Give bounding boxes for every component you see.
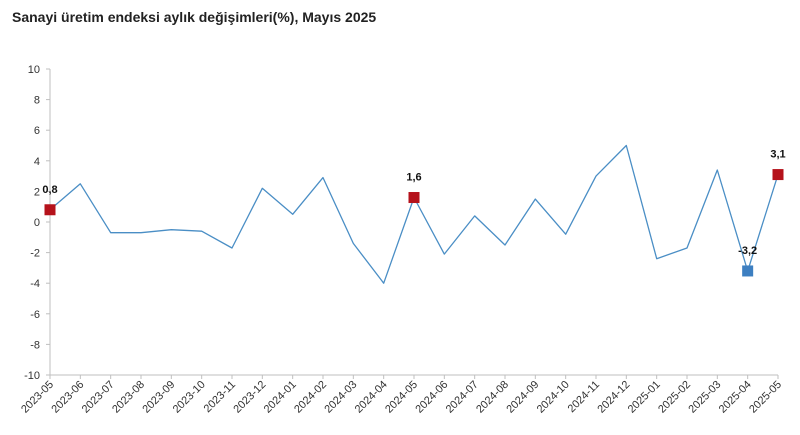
y-tick-label: -6 (30, 309, 40, 321)
x-tick-label: 2025-04 (717, 379, 754, 416)
x-tick-label: 2024-08 (474, 379, 511, 416)
x-tick-label: 2024-04 (353, 379, 390, 416)
x-tick-label: 2024-07 (444, 379, 481, 416)
x-tick-label: 2024-12 (595, 379, 632, 416)
x-tick-label: 2023-12 (231, 379, 268, 416)
axes: 1086420-2-4-6-8-102023-052023-062023-072… (19, 64, 784, 416)
y-tick-label: 6 (34, 125, 40, 137)
highlight-marker (742, 265, 754, 277)
y-tick-label: 10 (28, 64, 40, 76)
y-tick-label: -8 (30, 339, 40, 351)
x-tick-label: 2024-05 (383, 379, 420, 416)
x-tick-label: 2023-09 (140, 379, 177, 416)
y-tick-label: 4 (34, 156, 40, 168)
y-tick-label: 2 (34, 186, 40, 198)
x-tick-label: 2025-05 (747, 379, 784, 416)
data-label: 0,8 (42, 184, 57, 196)
x-tick-label: 2023-08 (110, 379, 147, 416)
y-tick-label: -4 (30, 278, 40, 290)
data-label: 1,6 (406, 172, 421, 184)
highlight-marker (772, 169, 784, 181)
y-tick-label: -10 (24, 370, 40, 382)
x-tick-label: 2024-02 (292, 379, 329, 416)
x-tick-label: 2024-01 (262, 379, 299, 416)
y-tick-label: 0 (34, 217, 40, 229)
data-label: -3,2 (738, 245, 757, 257)
series-line (49, 144, 779, 284)
x-tick-label: 2024-06 (413, 379, 450, 416)
x-tick-label: 2025-03 (686, 379, 723, 416)
x-tick-label: 2025-02 (656, 379, 693, 416)
highlight-marker (408, 192, 420, 204)
x-tick-label: 2023-07 (80, 379, 117, 416)
x-tick-label: 2025-01 (626, 379, 663, 416)
series-line-group (49, 144, 779, 284)
x-tick-label: 2023-05 (19, 379, 56, 416)
x-tick-label: 2023-10 (171, 379, 208, 416)
highlight-marker (44, 204, 56, 216)
data-label: 3,1 (770, 149, 785, 161)
chart-title: Sanayi üretim endeksi aylık değişimleri(… (12, 9, 377, 25)
x-tick-label: 2024-09 (504, 379, 541, 416)
highlight-marker-group: 0,8 1,6 -3,2 3,1 (42, 149, 786, 277)
x-tick-label: 2023-06 (49, 379, 86, 416)
y-tick-label: 8 (34, 95, 40, 107)
y-tick-label: -2 (30, 248, 40, 260)
x-tick-label: 2024-10 (535, 379, 572, 416)
x-tick-label: 2024-03 (322, 379, 359, 416)
